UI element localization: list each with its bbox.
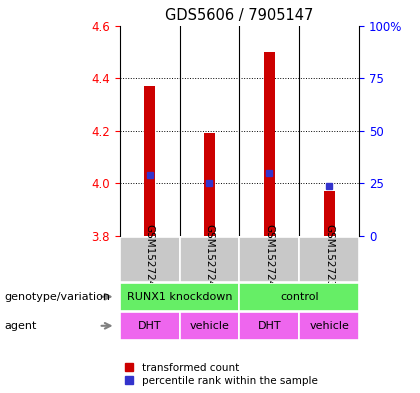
Bar bbox=[239, 283, 359, 311]
Bar bbox=[180, 312, 239, 340]
Text: DHT: DHT bbox=[138, 321, 161, 331]
Bar bbox=[120, 237, 180, 282]
Legend: transformed count, percentile rank within the sample: transformed count, percentile rank withi… bbox=[125, 363, 318, 386]
Bar bbox=[264, 52, 275, 236]
Bar bbox=[239, 312, 299, 340]
Text: GSM1527239: GSM1527239 bbox=[324, 224, 334, 294]
Bar bbox=[299, 312, 359, 340]
Bar bbox=[204, 133, 215, 236]
Bar bbox=[299, 237, 359, 282]
Text: vehicle: vehicle bbox=[189, 321, 229, 331]
Bar bbox=[120, 283, 239, 311]
Text: RUNX1 knockdown: RUNX1 knockdown bbox=[127, 292, 232, 302]
Bar bbox=[144, 86, 155, 236]
Text: GSM1527241: GSM1527241 bbox=[205, 224, 215, 294]
Bar bbox=[239, 237, 299, 282]
Text: vehicle: vehicle bbox=[309, 321, 349, 331]
Text: control: control bbox=[280, 292, 318, 302]
Text: genotype/variation: genotype/variation bbox=[4, 292, 110, 302]
Text: GSM1527240: GSM1527240 bbox=[264, 224, 274, 294]
Text: GSM1527242: GSM1527242 bbox=[144, 224, 155, 294]
Title: GDS5606 / 7905147: GDS5606 / 7905147 bbox=[165, 8, 314, 23]
Text: agent: agent bbox=[4, 321, 37, 331]
Text: DHT: DHT bbox=[257, 321, 281, 331]
Bar bbox=[324, 191, 335, 236]
Bar bbox=[180, 237, 239, 282]
Bar bbox=[120, 312, 180, 340]
